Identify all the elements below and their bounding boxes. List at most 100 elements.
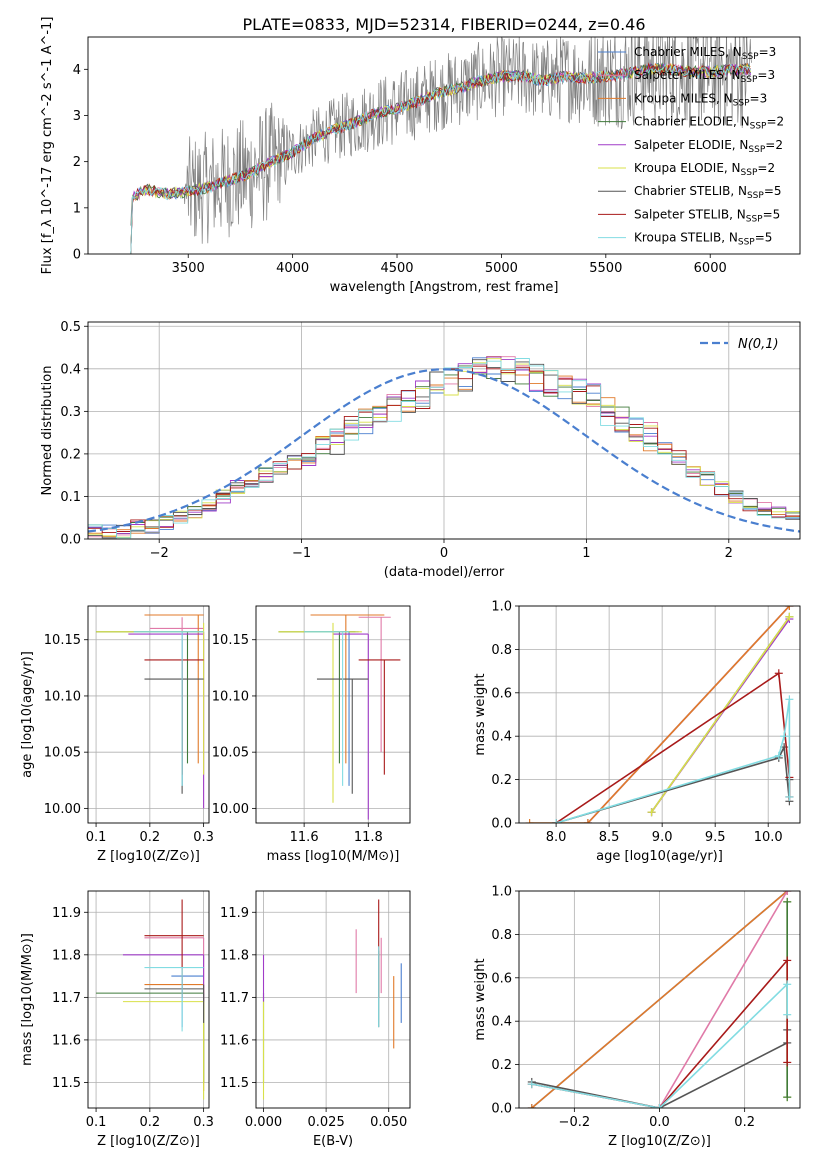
axes-frame bbox=[255, 605, 411, 824]
y-axis-label: age [log10(age/yr)] bbox=[20, 651, 35, 778]
observed-spectrum bbox=[130, 37, 752, 244]
chart-age-vs-mass: 11.6 11.8 10.00 10.05 10.10 10.15 mass [log10(… bbox=[212, 605, 411, 864]
x-tick-label: 0.3 bbox=[193, 1115, 214, 1130]
plot-area bbox=[96, 614, 205, 809]
legend-label: Salpeter STELIB, NSSP=5 bbox=[634, 207, 780, 224]
y-tick-label: 0.0 bbox=[60, 533, 81, 548]
y-tick-label: 0.6 bbox=[491, 686, 512, 701]
y-tick-label: 0.1 bbox=[60, 490, 81, 505]
chart-mass-vs-Z: 0.1 0.2 0.3 11.5 11.6 11.7 11.8 11.9 Z [log10(Z/… bbox=[20, 890, 214, 1149]
series-K_MILES bbox=[531, 891, 788, 1108]
y-tick-label: 0.4 bbox=[60, 362, 81, 377]
chart-mass-weight-vs-Z: −0.2 0.0 0.2 0.0 0.2 0.4 0.6 0.8 1.0 Z [log10(Z/Z… bbox=[473, 885, 801, 1149]
y-tick-label: 10.10 bbox=[44, 689, 81, 704]
y-tick-label: 10.15 bbox=[212, 633, 249, 648]
legend-label: Salpeter ELODIE, NSSP=2 bbox=[634, 138, 783, 155]
x-tick-label: 0.3 bbox=[193, 830, 214, 845]
y-tick-label: 10.15 bbox=[44, 633, 81, 648]
x-tick-label: 8.0 bbox=[546, 830, 567, 845]
x-tick-label: 3500 bbox=[172, 261, 205, 276]
y-tick-label: 11.8 bbox=[220, 948, 249, 963]
y-tick-label: 0.6 bbox=[491, 971, 512, 986]
x-axis-label: wavelength [Angstrom, rest frame] bbox=[330, 280, 559, 295]
y-tick-label: 3 bbox=[73, 109, 81, 124]
y-tick-label: 1 bbox=[73, 201, 81, 216]
x-axis-label: mass [log10(M/M⊙)] bbox=[267, 849, 400, 864]
y-tick-label: 4 bbox=[73, 63, 81, 78]
x-axis-label: Z [log10(Z/Z⊙)] bbox=[97, 849, 200, 864]
axes-frame bbox=[518, 890, 801, 1109]
y-tick-label: 0.2 bbox=[491, 773, 512, 788]
x-tick-label: 5500 bbox=[589, 261, 622, 276]
legend-label: Kroupa STELIB, NSSP=5 bbox=[634, 231, 772, 248]
axes-frame bbox=[87, 890, 210, 1109]
y-tick-label: 0.2 bbox=[491, 1058, 512, 1073]
x-tick-label: 0.050 bbox=[370, 1115, 407, 1130]
y-tick-label: 11.6 bbox=[52, 1033, 81, 1048]
y-axis-label: Normed distribution bbox=[40, 366, 55, 496]
model-K_STELIB bbox=[130, 62, 751, 254]
y-tick-label: 0.8 bbox=[491, 928, 512, 943]
x-tick-label: 0.2 bbox=[140, 1115, 161, 1130]
y-tick-label: 10.00 bbox=[44, 802, 81, 817]
x-tick-label: 0.1 bbox=[86, 830, 107, 845]
x-tick-label: 11.6 bbox=[290, 830, 319, 845]
legend-label: Salpeter MILES, NSSP=3 bbox=[634, 68, 775, 85]
chart-spectrum: 3500 4000 4500 5000 5500 6000 0 1 2 3 4 wavelength … bbox=[40, 17, 801, 295]
x-tick-label: 9.0 bbox=[652, 830, 673, 845]
x-tick-label: 8.5 bbox=[599, 830, 620, 845]
x-tick-label: 2 bbox=[725, 546, 733, 561]
series-K_ELODIE bbox=[650, 616, 791, 813]
axes-frame bbox=[87, 36, 801, 255]
x-tick-label: 4500 bbox=[380, 261, 413, 276]
normal-curve bbox=[88, 368, 800, 533]
y-tick-label: 0.4 bbox=[491, 1015, 512, 1030]
plot-area bbox=[525, 606, 794, 823]
legend-label: Kroupa ELODIE, NSSP=2 bbox=[634, 161, 775, 178]
x-tick-label: 0.1 bbox=[86, 1115, 107, 1130]
chart-age-vs-Z: 0.1 0.2 0.3 10.00 10.05 10.10 10.15 Z [log10(Z/… bbox=[20, 605, 214, 864]
y-tick-label: 0.5 bbox=[60, 320, 81, 335]
x-tick-label: 0.000 bbox=[245, 1115, 282, 1130]
chart-mass-weight-vs-age: 8.0 8.5 9.0 9.5 10.0 0.0 0.2 0.4 0.6 0.8 1.0 age [l… bbox=[473, 600, 801, 864]
y-tick-label: 0 bbox=[73, 248, 81, 263]
y-tick-label: 0.4 bbox=[491, 730, 512, 745]
x-tick-label: −0.2 bbox=[559, 1115, 591, 1130]
x-tick-label: 10.0 bbox=[754, 830, 783, 845]
y-tick-label: 11.5 bbox=[52, 1076, 81, 1091]
series-K_STELIB bbox=[555, 699, 791, 823]
histogram-K_STELIB bbox=[88, 358, 800, 539]
axes-frame bbox=[87, 605, 210, 824]
y-tick-label: 11.7 bbox=[52, 991, 81, 1006]
x-tick-label: 0.025 bbox=[308, 1115, 345, 1130]
legend-label: Chabrier STELIB, NSSP=5 bbox=[634, 184, 782, 201]
chart-residuals: −2 −1 0 1 2 0.0 0.1 0.2 0.3 0.4 0.5 (data-model)/er… bbox=[40, 320, 801, 580]
y-tick-label: 10.05 bbox=[44, 746, 81, 761]
legend-label: Kroupa MILES, NSSP=3 bbox=[634, 91, 767, 108]
y-axis-label: Flux [f_λ 10^-17 erg cm^-2 s^-1 A^-1] bbox=[40, 17, 55, 275]
y-axis-label: mass weight bbox=[473, 673, 488, 755]
x-tick-label: −1 bbox=[292, 546, 311, 561]
y-tick-label: 0.2 bbox=[60, 447, 81, 462]
plot-area bbox=[88, 356, 800, 539]
x-axis-label: age [log10(age/yr)] bbox=[596, 849, 723, 864]
axes-frame bbox=[518, 605, 801, 824]
legend-label: Chabrier ELODIE, NSSP=2 bbox=[634, 115, 784, 132]
y-tick-label: 11.8 bbox=[52, 948, 81, 963]
y-tick-label: 10.00 bbox=[212, 802, 249, 817]
x-axis-label: (data-model)/error bbox=[384, 565, 505, 580]
series-S_STELIB bbox=[555, 671, 791, 823]
y-tick-label: 0.0 bbox=[491, 1102, 512, 1117]
x-axis-label: Z [log10(Z/Z⊙)] bbox=[608, 1134, 711, 1149]
axes-frame bbox=[87, 321, 801, 540]
x-tick-label: −2 bbox=[150, 546, 169, 561]
x-tick-label: 0.0 bbox=[649, 1115, 670, 1130]
x-axis-label: E(B-V) bbox=[313, 1134, 353, 1149]
y-tick-label: 1.0 bbox=[491, 600, 512, 615]
axes-frame bbox=[255, 890, 411, 1109]
y-tick-label: 11.9 bbox=[220, 906, 249, 921]
x-tick-label: 1 bbox=[582, 546, 590, 561]
plot-area bbox=[278, 614, 401, 820]
x-tick-label: 11.8 bbox=[354, 830, 383, 845]
